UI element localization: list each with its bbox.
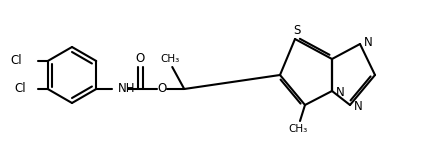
Text: N: N (364, 35, 372, 49)
Text: Cl: Cl (14, 83, 26, 96)
Text: NH: NH (118, 83, 136, 96)
Text: O: O (158, 83, 167, 96)
Text: CH₃: CH₃ (288, 124, 308, 134)
Text: N: N (354, 100, 362, 114)
Text: Cl: Cl (10, 55, 22, 67)
Text: O: O (135, 52, 145, 66)
Text: S: S (293, 24, 301, 38)
Text: CH₃: CH₃ (161, 54, 180, 64)
Text: N: N (335, 87, 344, 100)
